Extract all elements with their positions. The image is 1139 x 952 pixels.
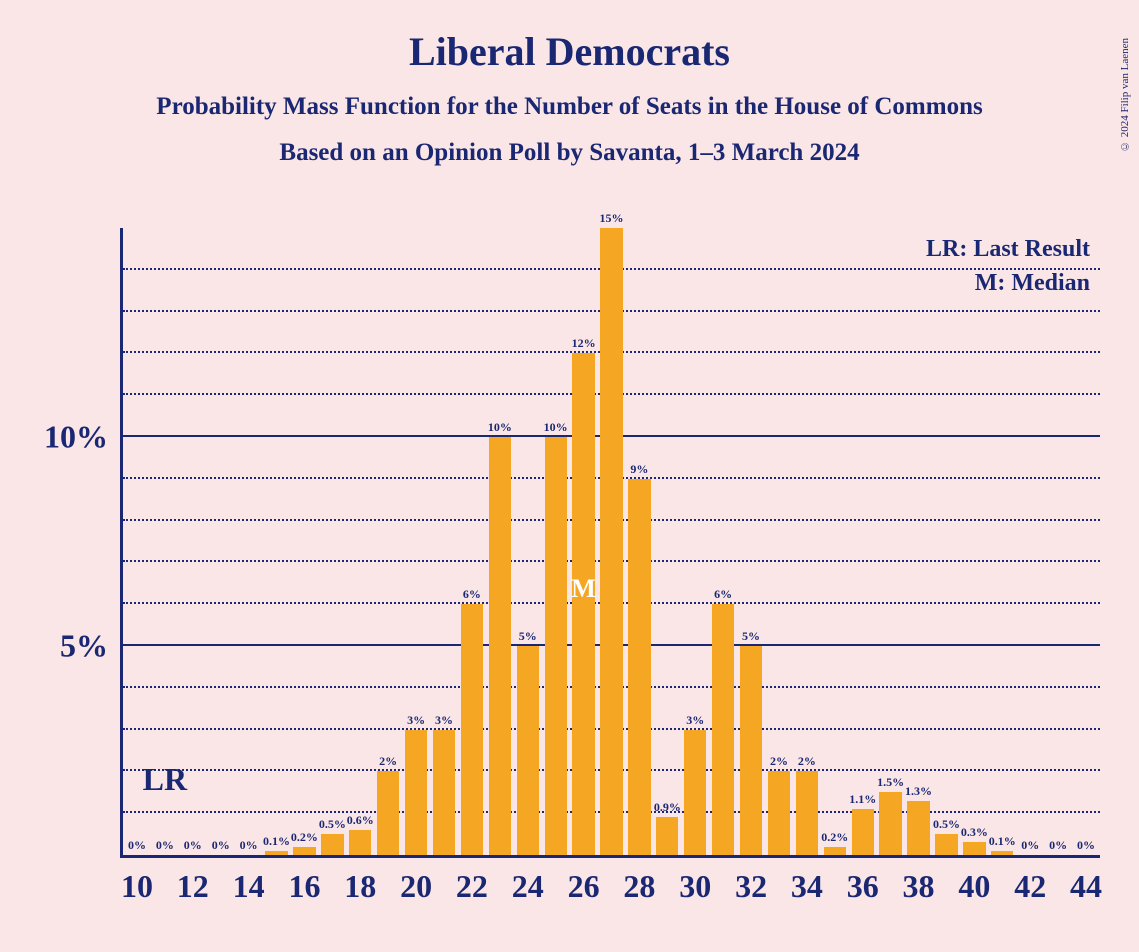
bar: 0.1%: [991, 851, 1013, 855]
x-axis-label: 14: [233, 868, 265, 905]
bar-value-label: 2%: [379, 754, 397, 769]
x-axis-label: 12: [177, 868, 209, 905]
x-axis-label: 36: [847, 868, 879, 905]
bar-value-label: 0%: [1049, 838, 1067, 853]
bar-value-label: 0.3%: [961, 825, 988, 840]
bar-value-label: 0%: [212, 838, 230, 853]
bar-value-label: 0.6%: [347, 813, 374, 828]
bar-value-label: 15%: [599, 211, 623, 226]
x-axis-label: 44: [1070, 868, 1102, 905]
copyright-text: © 2024 Filip van Laenen: [1119, 38, 1131, 152]
bar-value-label: 0.1%: [989, 834, 1016, 849]
bar: 0.5%: [935, 834, 957, 855]
x-axis-label: 38: [903, 868, 935, 905]
bar: 3%: [684, 730, 706, 855]
bar: 2%: [768, 771, 790, 855]
bar: 10%: [545, 437, 567, 855]
x-axis-label: 16: [288, 868, 320, 905]
chart-subtitle-1: Probability Mass Function for the Number…: [0, 93, 1139, 121]
x-axis-label: 18: [344, 868, 376, 905]
bar: 0.2%: [293, 847, 315, 855]
bar-value-label: 0%: [184, 838, 202, 853]
bar-value-label: 0.5%: [319, 817, 346, 832]
bar: 5%: [740, 646, 762, 855]
x-axis-label: 42: [1014, 868, 1046, 905]
x-axis-label: 34: [791, 868, 823, 905]
bar: 10%: [489, 437, 511, 855]
x-axis-label: 28: [623, 868, 655, 905]
bar: 1.3%: [907, 801, 929, 855]
chart-subtitle-2: Based on an Opinion Poll by Savanta, 1–3…: [0, 139, 1139, 167]
legend-last-result: LR: Last Result: [926, 236, 1090, 263]
bar-value-label: 0.9%: [654, 800, 681, 815]
bar: 5%: [517, 646, 539, 855]
marker-last-result: LR: [143, 761, 187, 798]
x-axis-label: 24: [512, 868, 544, 905]
bar: 0.5%: [321, 834, 343, 855]
bar: 12%: [572, 353, 594, 855]
bar-value-label: 0%: [128, 838, 146, 853]
bar-value-label: 2%: [770, 754, 788, 769]
bar: 0.1%: [265, 851, 287, 855]
bar: 9%: [628, 479, 650, 855]
bar: 0.9%: [656, 817, 678, 855]
bar: 1.1%: [852, 809, 874, 855]
x-axis: [120, 855, 1100, 858]
bar-value-label: 0.2%: [291, 830, 318, 845]
bar: 0.3%: [963, 842, 985, 855]
marker-median: M: [571, 574, 596, 604]
bar-value-label: 0%: [1077, 838, 1095, 853]
x-axis-label: 40: [958, 868, 990, 905]
bar-value-label: 6%: [714, 587, 732, 602]
bar: 6%: [712, 604, 734, 855]
chart-title: Liberal Democrats: [0, 28, 1139, 75]
bar-value-label: 0.1%: [263, 834, 290, 849]
bar-value-label: 0%: [240, 838, 258, 853]
legend-median: M: Median: [975, 270, 1090, 297]
bar-value-label: 0.2%: [821, 830, 848, 845]
bar: 2%: [796, 771, 818, 855]
bar-value-label: 5%: [742, 629, 760, 644]
bar: 6%: [461, 604, 483, 855]
bar-value-label: 3%: [435, 713, 453, 728]
y-axis-label: 5%: [60, 628, 108, 665]
bar-value-label: 9%: [630, 462, 648, 477]
bar: 3%: [433, 730, 455, 855]
bar-value-label: 0%: [1021, 838, 1039, 853]
bar: 0.2%: [824, 847, 846, 855]
bar-value-label: 0.5%: [933, 817, 960, 832]
bar: 3%: [405, 730, 427, 855]
bar-value-label: 2%: [798, 754, 816, 769]
x-axis-label: 26: [568, 868, 600, 905]
bar-value-label: 12%: [572, 336, 596, 351]
y-axis: [120, 228, 123, 858]
x-axis-label: 32: [735, 868, 767, 905]
x-axis-label: 22: [456, 868, 488, 905]
bar-value-label: 0%: [156, 838, 174, 853]
bar-value-label: 1.3%: [905, 784, 932, 799]
bar: 0.6%: [349, 830, 371, 855]
y-axis-label: 10%: [44, 419, 108, 456]
bar-value-label: 10%: [544, 420, 568, 435]
bar: 1.5%: [879, 792, 901, 855]
x-axis-label: 20: [400, 868, 432, 905]
bar-value-label: 6%: [463, 587, 481, 602]
bar-value-label: 1.5%: [877, 775, 904, 790]
bar-value-label: 3%: [407, 713, 425, 728]
bar-value-label: 5%: [519, 629, 537, 644]
x-axis-label: 30: [679, 868, 711, 905]
bar-value-label: 1.1%: [849, 792, 876, 807]
bar: 2%: [377, 771, 399, 855]
bar-value-label: 3%: [686, 713, 704, 728]
bar: 15%: [600, 228, 622, 855]
x-axis-label: 10: [121, 868, 153, 905]
chart-plot-area: 5%10%0%0%0%0%0%0.1%0.2%0.5%0.6%2%3%3%6%1…: [120, 228, 1100, 858]
bar-value-label: 10%: [488, 420, 512, 435]
